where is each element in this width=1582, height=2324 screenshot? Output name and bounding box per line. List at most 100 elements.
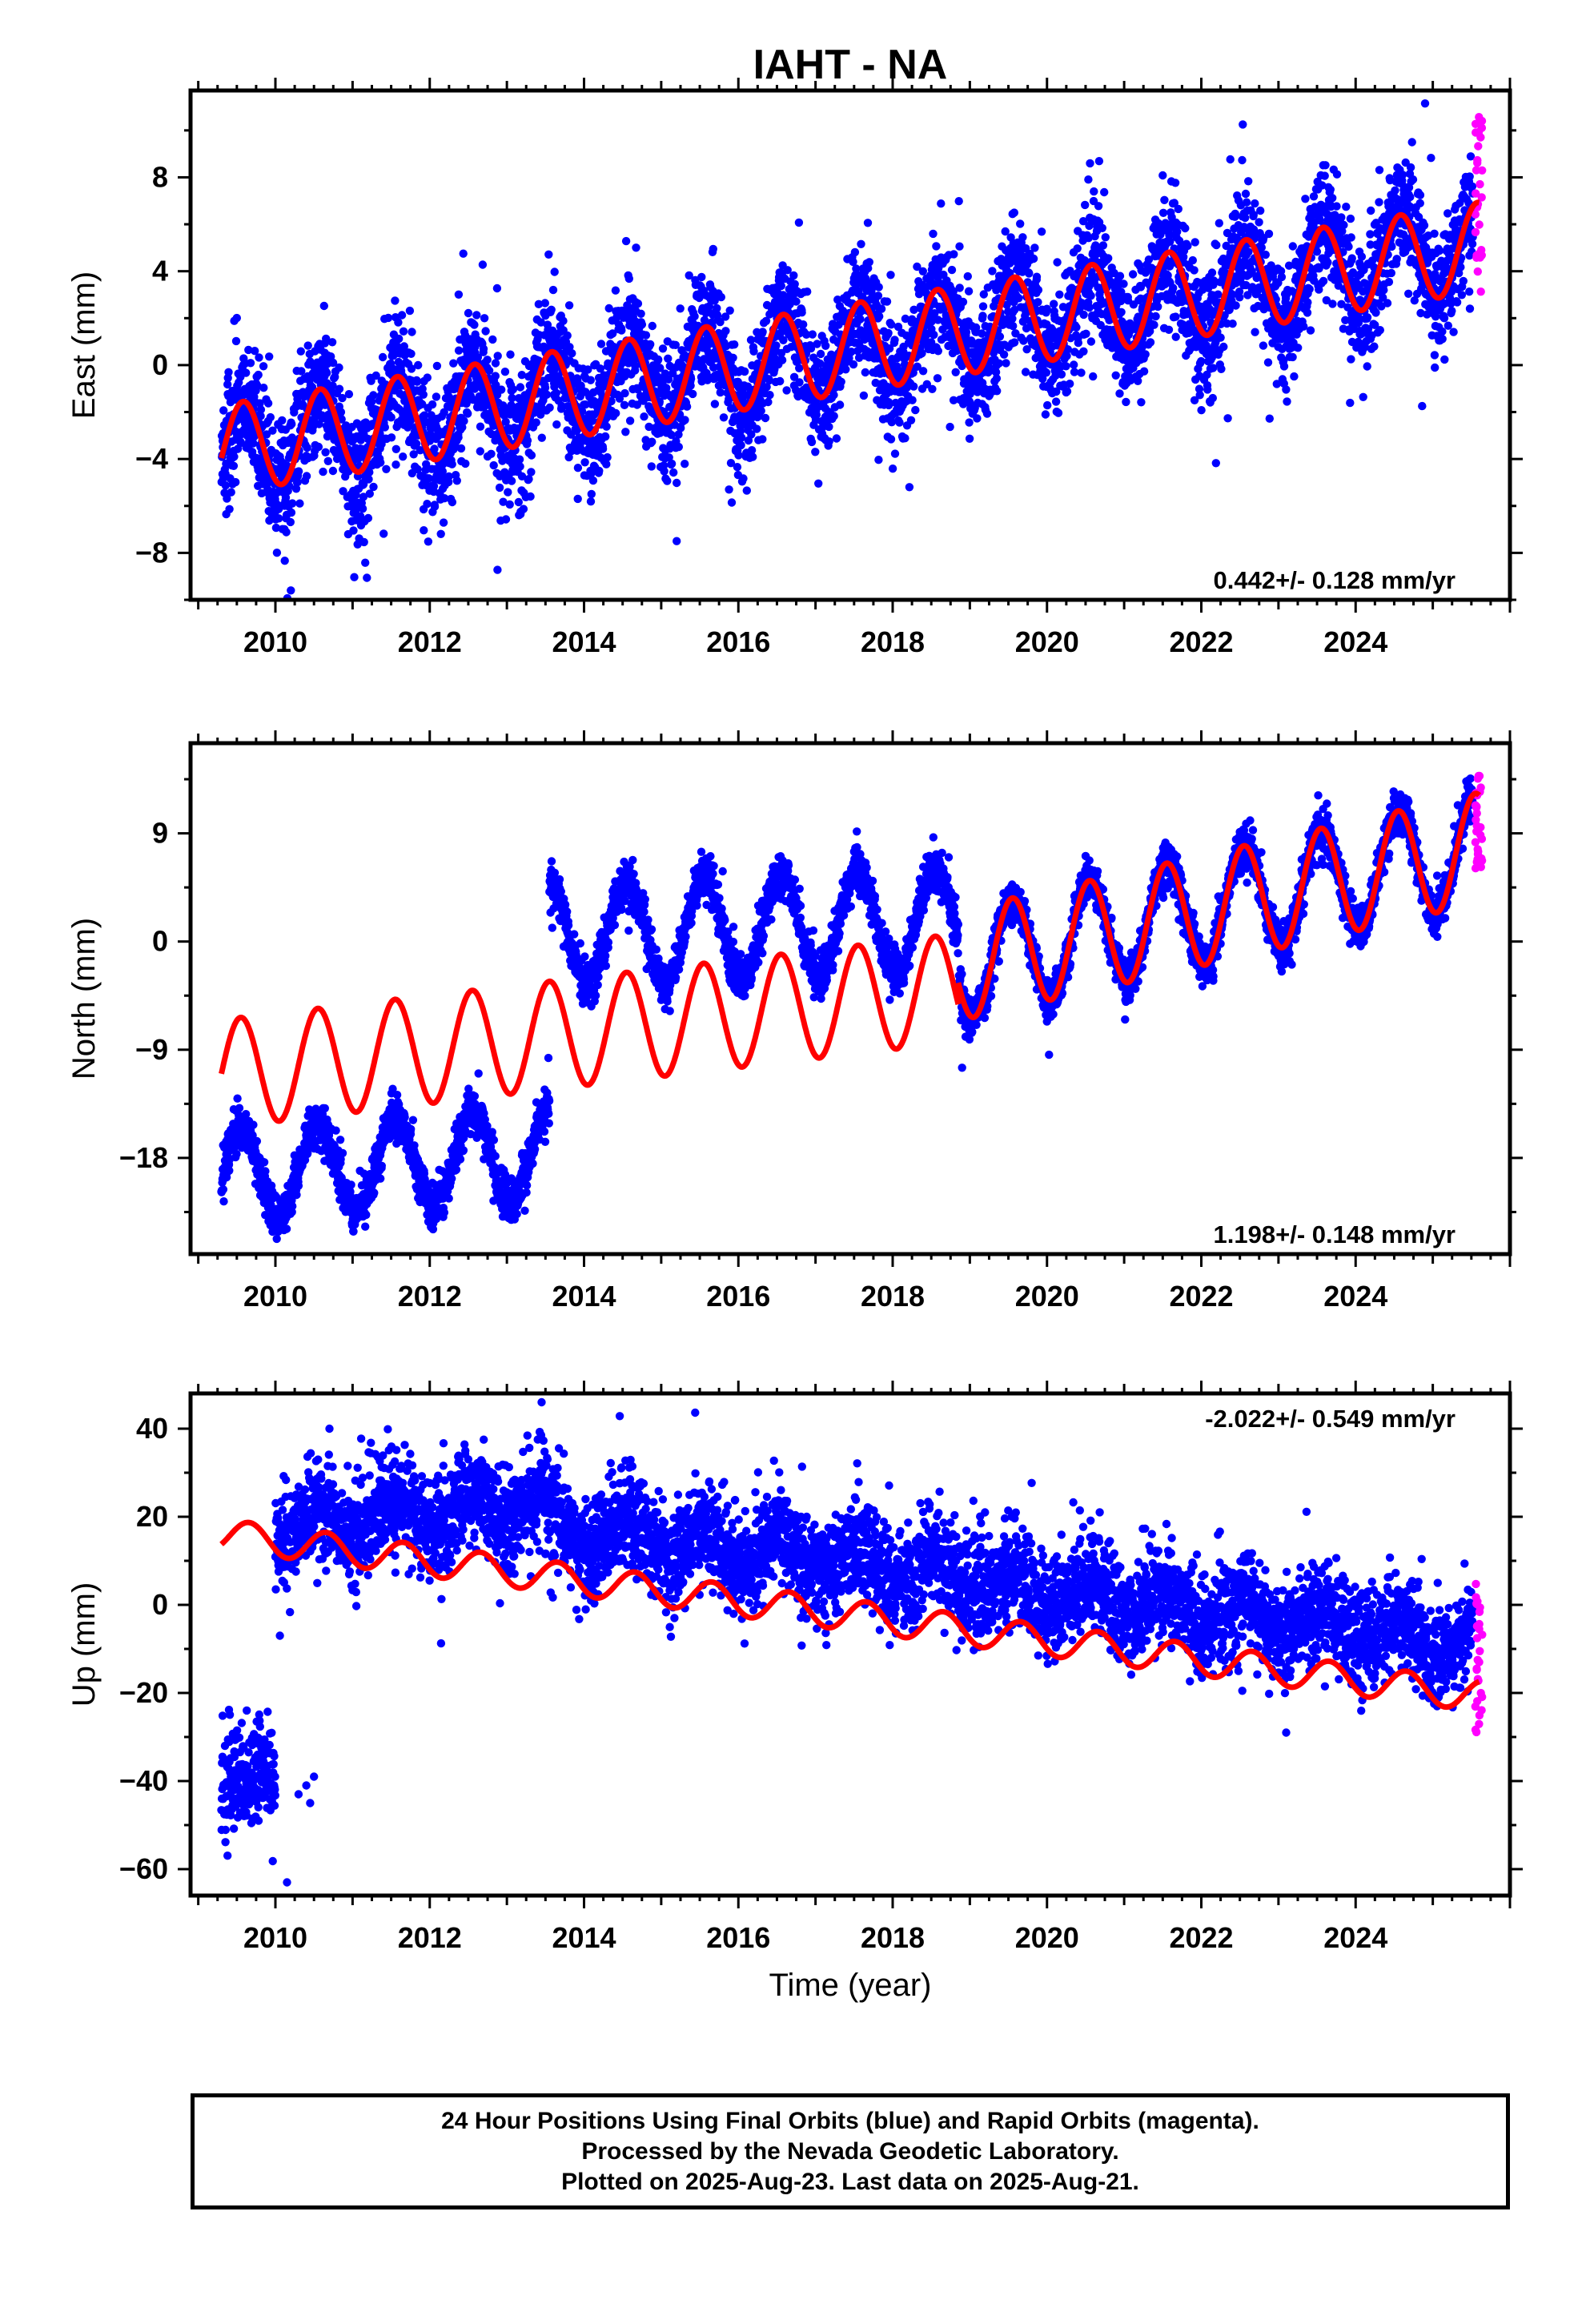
east-final-point — [1170, 179, 1180, 187]
east-final-point — [611, 286, 620, 295]
east-final-point — [1328, 194, 1337, 203]
east-final-point — [1101, 233, 1110, 242]
east-final-point — [369, 391, 378, 400]
east-final-point — [391, 444, 400, 453]
east-final-point — [1226, 155, 1235, 164]
east-final-point — [1332, 170, 1342, 179]
east-final-point — [1094, 157, 1104, 166]
east-final-point — [669, 368, 677, 378]
east-final-point — [484, 366, 494, 375]
east-final-point — [1117, 308, 1126, 316]
east-final-point — [721, 312, 730, 321]
east-final-point — [686, 381, 695, 390]
east-final-point — [1086, 159, 1094, 168]
east-final-point — [339, 487, 347, 496]
east-final-point — [297, 367, 306, 376]
east-final-point — [1183, 241, 1192, 251]
east-final-point — [1066, 380, 1074, 388]
east-final-point — [1151, 312, 1160, 321]
east-final-point — [1215, 219, 1224, 227]
east-final-point — [753, 424, 761, 433]
east-final-point — [448, 497, 457, 507]
east-final-point — [1301, 195, 1310, 203]
east-final-point — [1100, 187, 1109, 197]
east-final-point — [263, 399, 273, 408]
east-final-point — [713, 304, 721, 313]
east-final-point — [328, 466, 338, 476]
east-final-point — [669, 468, 678, 477]
east-final-point — [783, 266, 792, 275]
east-final-point — [1223, 414, 1232, 423]
east-final-point — [319, 301, 328, 311]
east-final-point — [772, 341, 781, 350]
east-final-point — [911, 405, 920, 415]
east-final-point — [349, 526, 358, 535]
east-final-point — [408, 328, 416, 336]
east-final-point — [1034, 285, 1043, 295]
east-final-point — [799, 320, 808, 329]
east-final-point — [664, 354, 673, 363]
east-final-point — [1022, 345, 1031, 354]
east-final-point — [505, 500, 514, 509]
east-final-point — [268, 426, 277, 435]
east-final-point — [440, 494, 449, 503]
east-final-point — [746, 336, 756, 344]
east-final-point — [399, 327, 408, 336]
east-final-point — [1094, 202, 1103, 211]
east-final-point — [1160, 195, 1169, 204]
east-final-point — [849, 257, 857, 267]
east-final-point — [736, 427, 745, 436]
east-final-point — [557, 401, 566, 411]
east-final-point — [671, 340, 680, 349]
east-final-point — [564, 301, 574, 310]
east-final-points — [217, 99, 1477, 600]
east-final-point — [256, 412, 265, 420]
east-final-point — [536, 318, 545, 327]
east-final-point — [1016, 219, 1025, 228]
east-final-point — [946, 422, 954, 432]
east-final-point — [221, 481, 230, 490]
east-final-point — [1263, 358, 1273, 367]
east-final-point — [1128, 270, 1138, 279]
east-final-point — [874, 283, 883, 292]
east-final-point — [335, 363, 343, 372]
east-final-point — [1025, 269, 1034, 278]
east-final-point — [978, 302, 988, 311]
east-final-point — [452, 476, 461, 485]
east-final-point — [719, 413, 729, 422]
east-final-point — [436, 529, 445, 538]
east-final-point — [1054, 408, 1063, 417]
east-final-point — [663, 476, 672, 485]
east-final-point — [219, 406, 228, 415]
east-final-point — [278, 416, 287, 425]
east-final-point — [964, 287, 974, 296]
east-final-point — [782, 386, 791, 395]
east-final-point — [1231, 209, 1240, 219]
east-final-point — [287, 420, 296, 428]
east-final-point — [454, 290, 464, 299]
east-final-point — [1030, 243, 1039, 252]
east-final-point — [620, 400, 629, 409]
east-final-point — [937, 199, 946, 208]
east-final-point — [962, 328, 971, 336]
east-final-point — [471, 343, 480, 352]
east-final-point — [992, 374, 1002, 383]
east-final-point — [1303, 308, 1312, 317]
east-final-point — [1259, 341, 1268, 350]
east-final-point — [1255, 218, 1263, 227]
east-final-point — [454, 433, 463, 442]
east-final-point — [1332, 202, 1341, 211]
east-final-point — [821, 341, 830, 350]
east-final-point — [476, 447, 484, 456]
east-final-point — [363, 513, 373, 523]
east-final-point — [1256, 206, 1265, 215]
east-final-point — [955, 242, 964, 251]
east-final-point — [322, 334, 331, 344]
east-final-point — [504, 488, 512, 497]
east-final-point — [758, 435, 767, 444]
east-final-point — [282, 528, 291, 537]
east-final-point — [789, 271, 798, 280]
east-final-point — [1032, 272, 1042, 281]
east-final-point — [419, 390, 428, 399]
east-final-point — [631, 361, 640, 371]
